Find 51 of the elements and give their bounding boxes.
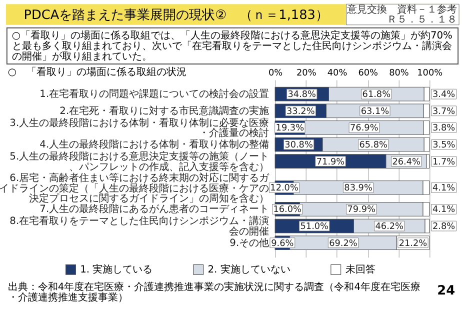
legend-label: 1. 実施している (80, 264, 153, 276)
y-tick-label: 5.人生の最終段階における意思決定支援等の施策（ノート、パンフレットの作成、記入支援等を含む） (10, 150, 270, 173)
data-label: 61.8% (362, 90, 391, 100)
data-label: 19.3% (276, 124, 304, 134)
y-tick-label: 4.人生の最終段階における体制・看取り体制の整備 (40, 138, 270, 150)
data-label: 65.8% (359, 140, 388, 150)
x-tick-label: 60% (358, 68, 378, 78)
source-note: 出典：令和4年度在宅医療・介護連携推進事業の実施状況に関する調査（令和4年度在宅医療・介護連携推進支援事業） (8, 280, 420, 304)
data-label: 3.4% (432, 90, 456, 100)
data-label: 71.9% (316, 157, 345, 168)
y-tick-label: 9.その他 (230, 236, 270, 249)
chart-title: PDCAを踏まえた事業展開の現状② （ｎ＝1,183） (24, 8, 328, 23)
x-tick-label: 0% (268, 68, 283, 78)
y-tick-label: 2.在宅死・看取りに対する市民意識調査の実施 (60, 104, 270, 117)
x-tick-label: 100% (417, 68, 443, 78)
text: ○ 「看取り」の場面に係る取組の状況 (8, 66, 187, 78)
x-tick-label: 80% (389, 68, 409, 78)
y-tick-label: 1.在宅看取りの問題や課題についての検討会の設置 (40, 88, 270, 100)
data-label: 51.0% (300, 222, 329, 232)
data-label: 83.9% (344, 184, 372, 194)
data-label: 4.1% (432, 184, 456, 194)
text: 意見交換 資料－１参考Ｒ５．５．１８ (346, 4, 458, 26)
data-label: 33.2% (286, 106, 315, 117)
y-tick-label: 7.人生の最終段階にあるがん患者のコーディネート (40, 203, 270, 216)
x-tick-label: 40% (327, 68, 348, 78)
data-label: 2.8% (432, 222, 456, 232)
data-label: 46.2% (375, 222, 404, 232)
data-label: 3.5% (432, 140, 456, 150)
data-label: 63.1% (360, 106, 390, 117)
data-label: 26.4% (392, 157, 420, 168)
data-label: 1.7% (432, 157, 456, 168)
data-label: 21.2% (398, 238, 428, 249)
y-tick-label: 3.人生の最終段階における体制・看取り体制に必要な医療・介護量の検討 (10, 116, 270, 140)
data-label: 69.2% (329, 238, 358, 249)
data-label: 34.8% (288, 90, 316, 100)
text: 24 (437, 284, 456, 299)
data-label: 12.0% (270, 184, 298, 194)
data-label: 3.8% (432, 124, 456, 134)
legend-label: 2. 実施していない (208, 264, 290, 276)
data-label: 79.9% (347, 205, 376, 216)
data-label: 3.7% (432, 106, 456, 117)
data-label: 30.8% (284, 140, 313, 150)
y-tick-label: 8.在宅看取りをテーマとした住民向けシンポジウム・講演会の開催 (10, 215, 270, 238)
data-label: 9.6% (271, 238, 294, 249)
x-tick-label: 20% (296, 68, 316, 78)
data-label: 76.9% (350, 124, 378, 134)
y-tick-label: 6.居宅・高齢者住まい等における終末期の対応に関するガイドラインの策定（「人生の最終段階における医療・ケアの決定プロセスに関するガイドライン」の周知を含む） (0, 172, 270, 205)
data-label: 4.1% (432, 205, 456, 216)
text: ○「看取り」の場面に係る取組では、「人生の最終段階における意思決定支援等の施策」が約70%と最も多く取り組まれており、次いで「在宅看取りをテーマとした住民向けシンポジウム・講演会の開催」が取り組まれていた。 (12, 29, 452, 62)
data-label: 16.0% (273, 205, 302, 216)
legend-label: 未回答 (345, 264, 376, 276)
